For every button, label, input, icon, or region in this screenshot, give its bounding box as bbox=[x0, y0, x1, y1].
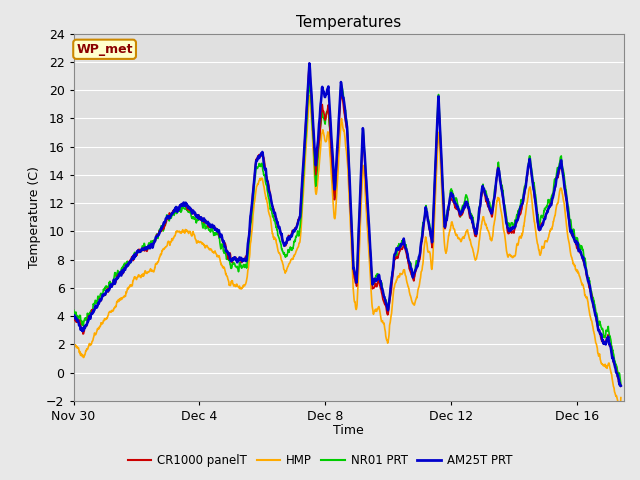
AM25T PRT bbox=[617, 383, 625, 389]
HMP bbox=[508, 253, 515, 259]
NR01 PRT bbox=[325, 119, 333, 124]
AM25T PRT bbox=[325, 95, 333, 100]
CR1000 panelT bbox=[70, 313, 77, 319]
AM25T PRT bbox=[355, 214, 363, 219]
HMP bbox=[355, 251, 363, 256]
Line: HMP: HMP bbox=[74, 96, 621, 409]
CR1000 panelT bbox=[508, 229, 515, 235]
CR1000 panelT bbox=[380, 298, 387, 304]
CR1000 panelT bbox=[355, 219, 363, 225]
HMP bbox=[325, 137, 333, 143]
CR1000 panelT bbox=[171, 207, 179, 213]
AM25T PRT bbox=[70, 312, 77, 318]
HMP bbox=[380, 321, 387, 326]
Y-axis label: Temperature (C): Temperature (C) bbox=[28, 166, 41, 268]
Text: WP_met: WP_met bbox=[76, 43, 133, 56]
Line: CR1000 panelT: CR1000 panelT bbox=[74, 63, 621, 386]
CR1000 panelT bbox=[161, 223, 168, 229]
HMP bbox=[616, 407, 624, 412]
AM25T PRT bbox=[508, 227, 515, 232]
NR01 PRT bbox=[617, 381, 625, 387]
NR01 PRT bbox=[380, 291, 387, 297]
NR01 PRT bbox=[355, 211, 363, 217]
HMP bbox=[306, 93, 314, 98]
X-axis label: Time: Time bbox=[333, 424, 364, 437]
NR01 PRT bbox=[305, 78, 313, 84]
HMP bbox=[171, 233, 179, 239]
HMP bbox=[617, 395, 625, 400]
Line: AM25T PRT: AM25T PRT bbox=[74, 63, 621, 386]
NR01 PRT bbox=[171, 211, 179, 217]
HMP bbox=[161, 245, 168, 251]
AM25T PRT bbox=[380, 291, 387, 297]
CR1000 panelT bbox=[305, 60, 313, 66]
NR01 PRT bbox=[161, 222, 168, 228]
AM25T PRT bbox=[171, 208, 179, 214]
AM25T PRT bbox=[305, 60, 313, 66]
AM25T PRT bbox=[161, 219, 168, 225]
Line: NR01 PRT: NR01 PRT bbox=[74, 81, 621, 384]
Legend: CR1000 panelT, HMP, NR01 PRT, AM25T PRT: CR1000 panelT, HMP, NR01 PRT, AM25T PRT bbox=[123, 449, 517, 472]
Title: Temperatures: Temperatures bbox=[296, 15, 401, 30]
HMP bbox=[70, 355, 77, 360]
CR1000 panelT bbox=[617, 383, 625, 389]
CR1000 panelT bbox=[325, 112, 333, 118]
NR01 PRT bbox=[508, 220, 515, 226]
NR01 PRT bbox=[70, 307, 77, 313]
